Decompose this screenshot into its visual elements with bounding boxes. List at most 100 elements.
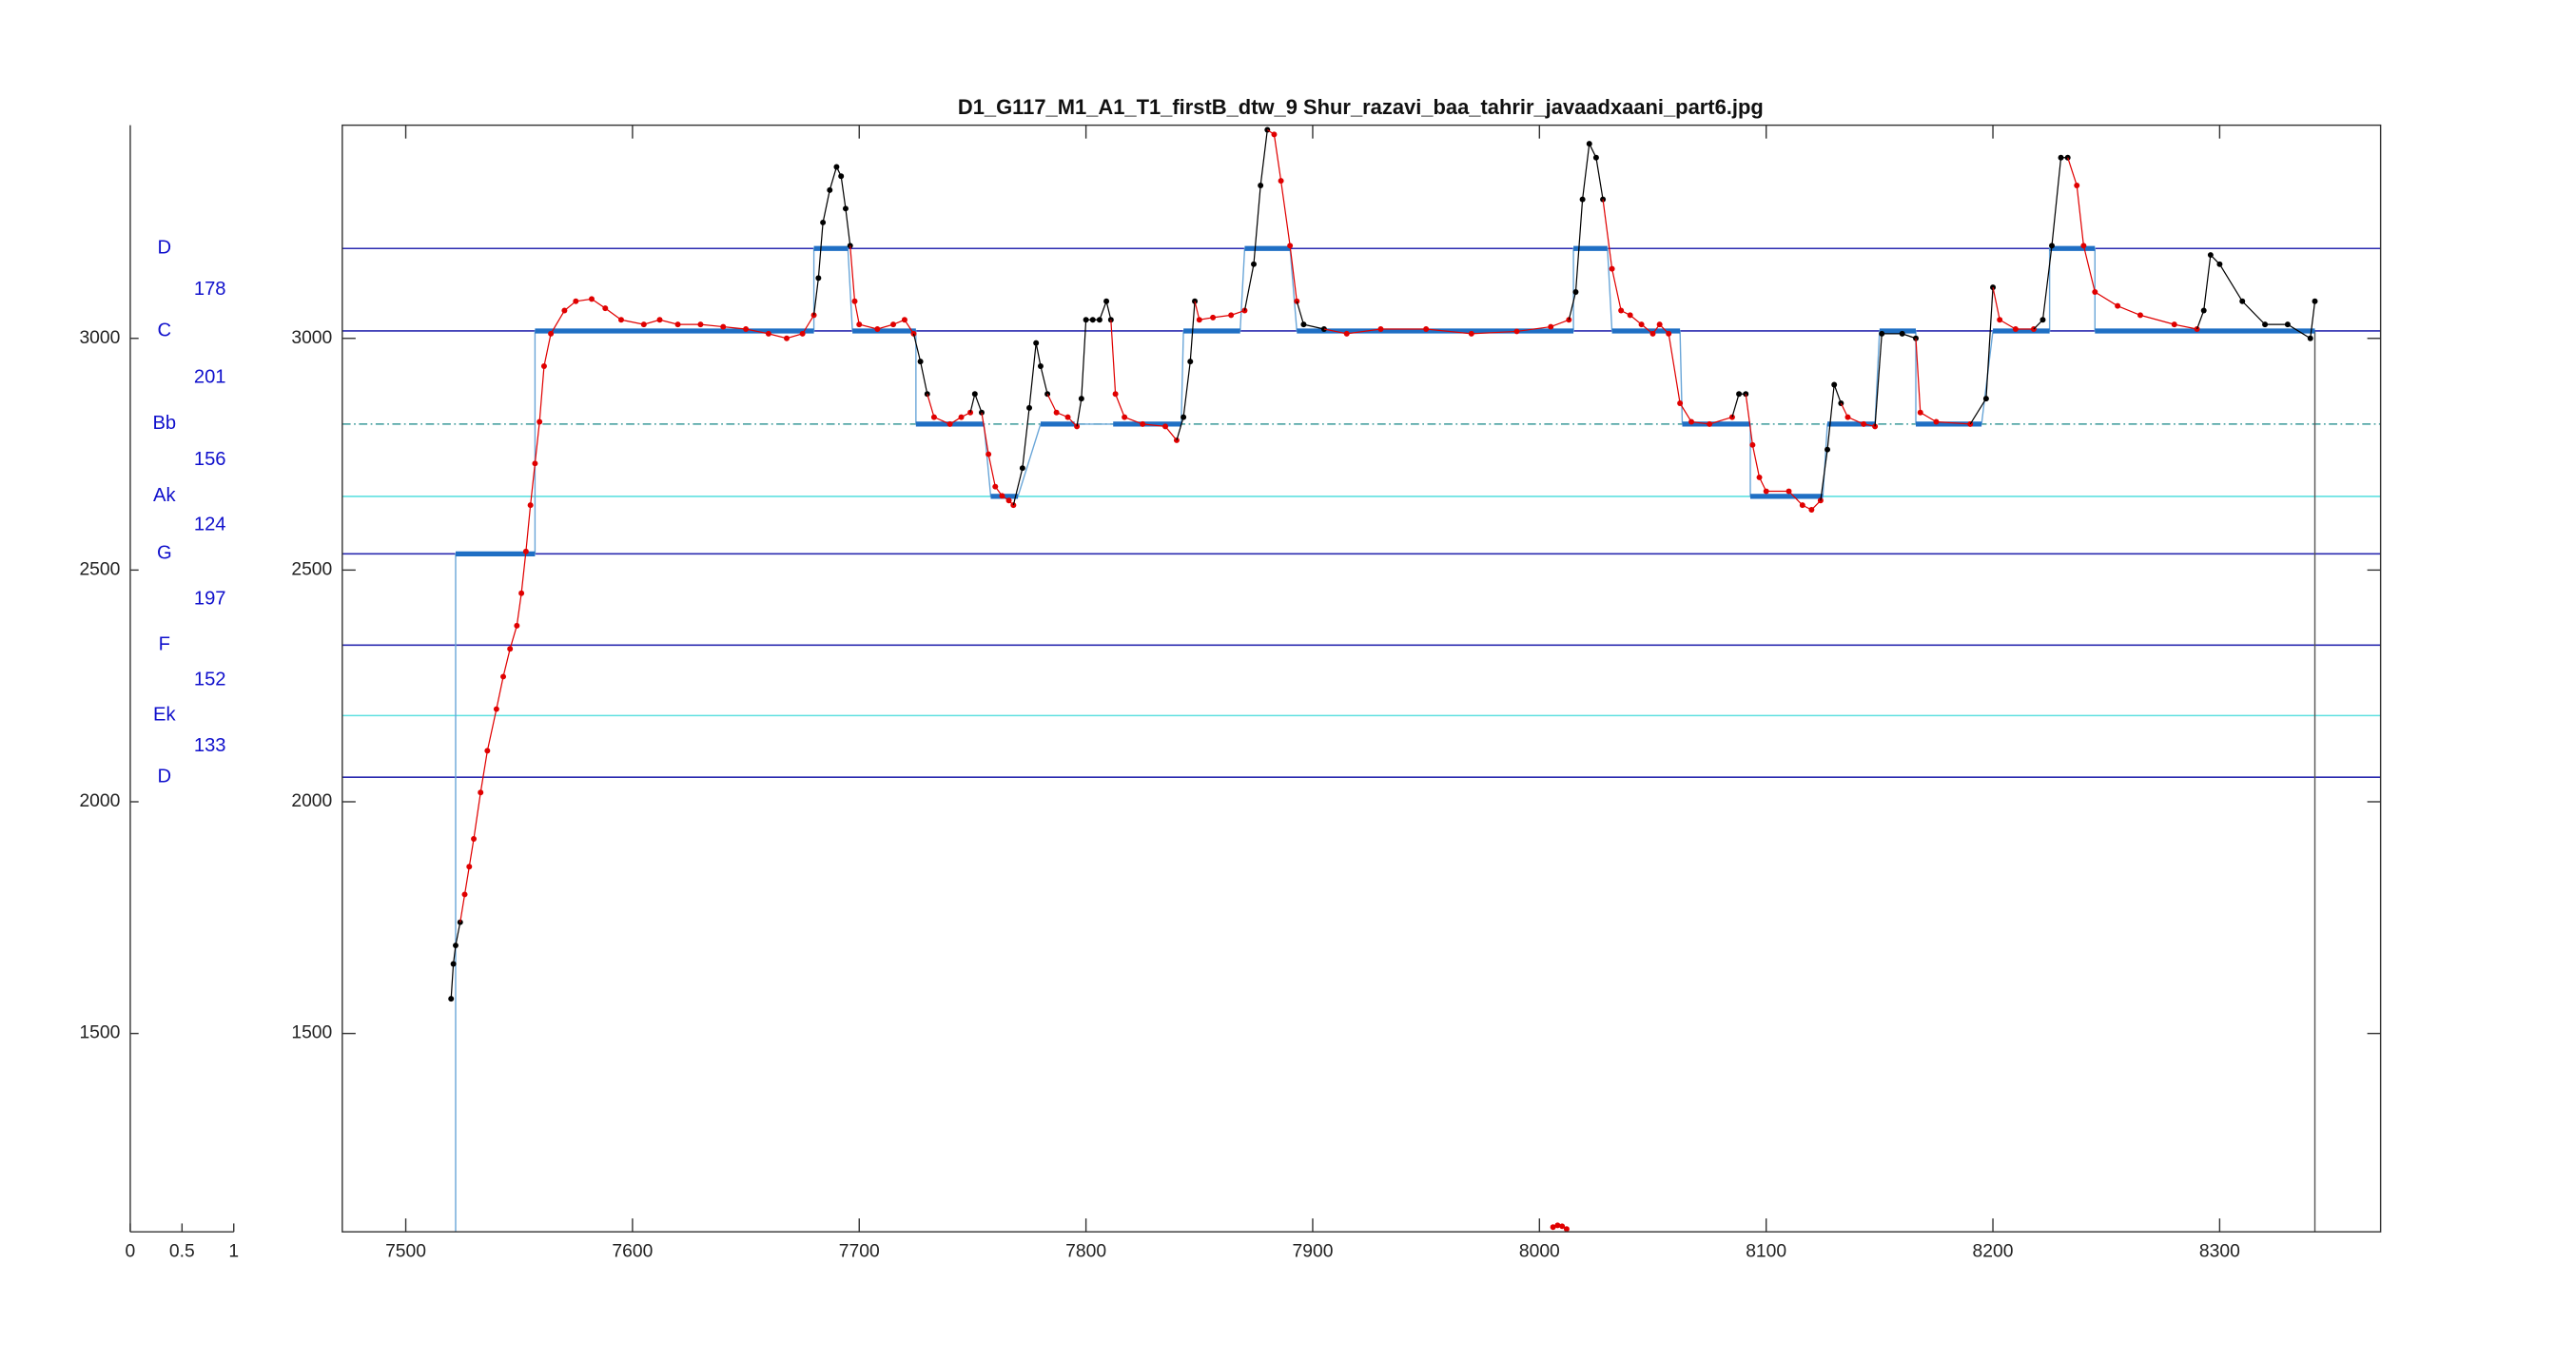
pitch-point — [1554, 1222, 1561, 1229]
contour-line — [2041, 157, 2068, 321]
contour-join — [459, 894, 466, 923]
pitch-point — [2194, 326, 2200, 332]
pitch-point — [1210, 314, 1217, 321]
pitch-point — [2207, 252, 2214, 259]
contour-line — [920, 360, 928, 395]
contour-line — [450, 922, 461, 1000]
pitch-point — [1997, 317, 2003, 323]
pitch-point — [1861, 420, 1867, 427]
contour-join — [1820, 449, 1828, 501]
pitch-point — [1140, 420, 1146, 427]
pitch-point — [2200, 307, 2207, 314]
contour-join — [1915, 338, 1922, 413]
pitch-point — [1982, 396, 1989, 402]
pitch-point — [461, 891, 468, 898]
pitch-point — [514, 622, 520, 629]
pitch-point — [2216, 261, 2223, 267]
pitch-point — [1548, 323, 1554, 330]
axes-frame — [342, 124, 2382, 1233]
contour-join — [1243, 263, 1255, 311]
note-label: D — [158, 238, 172, 259]
pitch-point — [1609, 265, 1615, 272]
x-tick-label: 7600 — [612, 1241, 653, 1261]
pitch-point — [448, 996, 455, 1002]
interval-label: 156 — [194, 449, 226, 470]
pitch-point — [1064, 414, 1071, 420]
pitch-point — [522, 548, 529, 554]
contour-join — [1602, 199, 1613, 269]
pitch-point — [1122, 414, 1128, 420]
pitch-point — [548, 330, 555, 337]
contour-line — [1081, 299, 1112, 399]
pitch-point — [602, 305, 609, 312]
pitch-point — [1579, 196, 1586, 203]
pitch-point — [518, 590, 525, 596]
pitch-point — [851, 298, 858, 304]
pitch-point — [820, 219, 827, 225]
pitch-point — [450, 961, 457, 967]
pitch-point — [537, 418, 543, 425]
x-tick-label: 8000 — [1519, 1241, 1560, 1261]
pitch-point — [1019, 465, 1025, 472]
pitch-point — [2049, 243, 2055, 249]
pitch-point — [2284, 321, 2291, 328]
pitch-point — [453, 943, 459, 949]
note-label: G — [157, 543, 172, 564]
pitch-point — [1656, 321, 1663, 328]
pitch-point — [1879, 330, 1885, 337]
pitch-point — [1053, 409, 1060, 416]
pitch-point — [1423, 326, 1430, 332]
pitch-point — [1228, 312, 1235, 319]
pitch-point — [901, 317, 907, 323]
x-tick-label: 7500 — [385, 1241, 426, 1261]
pitch-point — [992, 483, 999, 490]
pitch-point — [1278, 178, 1284, 185]
pitch-point — [2262, 321, 2269, 328]
contour-join — [1176, 417, 1184, 441]
pitch-point — [1736, 391, 1743, 398]
contour-join — [849, 245, 856, 301]
x-tick-label: 7800 — [1065, 1241, 1106, 1261]
interval-label: 124 — [194, 514, 226, 535]
contour-join — [1012, 468, 1024, 506]
pitch-point — [2074, 182, 2080, 188]
pitch-point — [986, 451, 992, 457]
pitch-point — [1831, 381, 1838, 388]
contour-join — [1568, 291, 1577, 321]
pitch-point — [827, 186, 833, 193]
contour-join — [1110, 320, 1117, 395]
pitch-point — [1899, 330, 1905, 337]
pitch-point — [1763, 488, 1769, 495]
pitch-point — [457, 919, 463, 925]
pitch-point — [1844, 414, 1851, 420]
pitch-point — [1300, 321, 1307, 328]
pitch-point — [1103, 298, 1110, 304]
pitch-point — [1592, 154, 1599, 161]
y-tick-label: 1500 — [79, 1023, 120, 1043]
pitch-point — [810, 312, 817, 319]
pitch-point — [1258, 182, 1264, 188]
pitch-point — [971, 391, 978, 398]
contour-join — [1194, 301, 1200, 321]
contour-join — [1296, 301, 1305, 325]
pitch-point — [500, 673, 507, 680]
pitch-point — [1162, 423, 1169, 430]
pitch-point — [2115, 302, 2121, 309]
pitch-point — [1586, 141, 1592, 147]
pitch-point — [1089, 317, 1096, 323]
pitch-point — [2307, 335, 2313, 341]
contour-line — [1985, 287, 1994, 399]
pitch-point — [618, 317, 624, 323]
pitch-point — [1026, 404, 1033, 411]
pitch-point — [1112, 391, 1119, 398]
pitch-point — [1707, 420, 1713, 427]
note-label: Ek — [153, 705, 176, 726]
pitch-point — [1251, 261, 1257, 267]
pitch-point — [2171, 321, 2177, 328]
pitch-point — [765, 330, 771, 337]
note-label: F — [159, 634, 170, 655]
pitch-point — [874, 326, 881, 332]
pitch-point — [2039, 317, 2046, 323]
pitch-point — [1187, 359, 1194, 365]
